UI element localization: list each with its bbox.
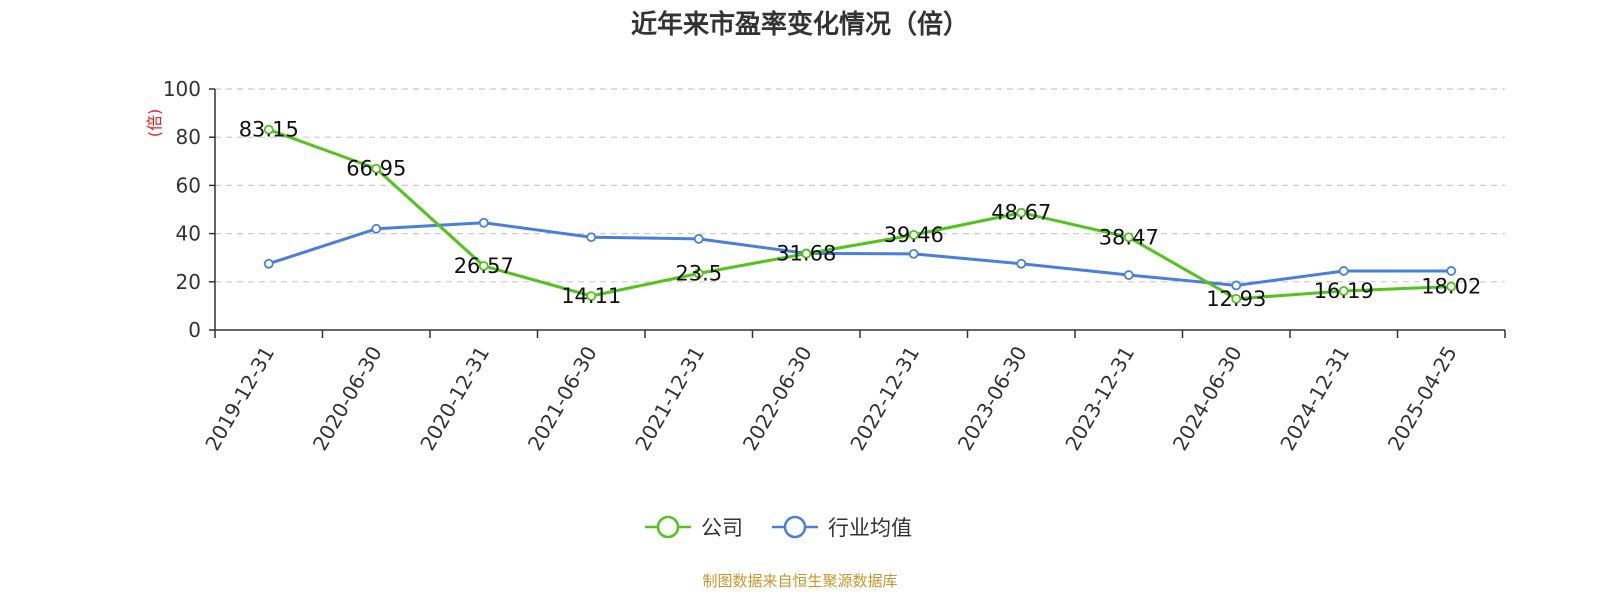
legend-item-industry-average[interactable]: 行业均值 bbox=[772, 515, 912, 540]
x-tick-label: 2019-12-31 bbox=[200, 342, 279, 455]
data-label: 26.57 bbox=[454, 254, 514, 278]
data-point bbox=[1338, 266, 1349, 276]
data-label: 66.95 bbox=[346, 157, 406, 181]
data-label: 39.46 bbox=[884, 223, 944, 247]
x-tick-label: 2020-06-30 bbox=[308, 342, 387, 455]
data-point bbox=[1123, 270, 1134, 280]
legend-label: 公司 bbox=[701, 516, 743, 540]
x-tick-label: 2020-12-31 bbox=[415, 342, 494, 455]
data-label: 38.47 bbox=[1099, 225, 1159, 249]
y-tick-label: 0 bbox=[188, 318, 201, 342]
data-point bbox=[1446, 266, 1457, 276]
data-point bbox=[478, 217, 489, 228]
data-label: 18.02 bbox=[1421, 275, 1481, 299]
legend[interactable]: 公司 行业均值 bbox=[645, 515, 912, 540]
x-tick-label: 2022-12-31 bbox=[845, 342, 924, 455]
source-note: 制图数据来自恒生聚源数据库 bbox=[702, 572, 897, 590]
series-line-industry-average bbox=[268, 221, 1452, 287]
legend-marker bbox=[783, 515, 807, 539]
chart-title: 近年来市盈率变化情况（倍） bbox=[631, 9, 969, 40]
data-label: 48.67 bbox=[991, 201, 1051, 225]
series-group bbox=[263, 124, 1457, 304]
y-tick-label: 100 bbox=[163, 77, 201, 101]
x-tick-label: 2023-12-31 bbox=[1060, 342, 1139, 455]
data-label: 12.93 bbox=[1206, 287, 1266, 311]
data-point bbox=[371, 223, 382, 234]
data-point bbox=[693, 234, 704, 244]
x-tick-label: 2024-06-30 bbox=[1168, 342, 1247, 455]
axes: 0 20 40 60 80 100 2019-12-31 2020-06-30 2020-12-… bbox=[163, 77, 1506, 455]
data-point bbox=[908, 230, 919, 240]
data-point bbox=[1016, 207, 1027, 218]
y-tick-label: 80 bbox=[176, 125, 201, 149]
data-point bbox=[1016, 258, 1027, 269]
data-point bbox=[371, 163, 382, 174]
y-tick-label: 40 bbox=[176, 222, 201, 246]
data-point bbox=[586, 232, 597, 243]
data-point bbox=[1338, 286, 1349, 296]
x-tick-label: 2022-06-30 bbox=[738, 342, 817, 455]
grid-lines bbox=[215, 88, 1505, 283]
data-point bbox=[263, 124, 274, 135]
data-point bbox=[908, 248, 919, 259]
data-point bbox=[1446, 281, 1457, 292]
legend-item-company[interactable]: 公司 bbox=[645, 515, 743, 540]
data-point bbox=[1231, 280, 1242, 291]
data-point bbox=[801, 248, 812, 259]
data-label: 16.19 bbox=[1314, 279, 1374, 303]
y-tick-label: 60 bbox=[176, 173, 201, 197]
data-point bbox=[693, 268, 704, 279]
data-label: 23.5 bbox=[675, 261, 722, 285]
data-point bbox=[478, 261, 489, 271]
x-tick-label: 2021-12-31 bbox=[630, 342, 709, 455]
x-tick-label: 2021-06-30 bbox=[523, 342, 602, 455]
x-tick-label: 2023-06-30 bbox=[953, 342, 1032, 455]
y-tick-label: 20 bbox=[176, 270, 201, 294]
y-axis-unit-label: (倍) bbox=[145, 109, 164, 138]
data-label: 31.68 bbox=[776, 242, 836, 266]
legend-marker bbox=[656, 515, 680, 539]
x-tick-label: 2025-04-25 bbox=[1383, 342, 1462, 455]
data-point bbox=[1123, 232, 1134, 243]
data-point bbox=[1231, 293, 1242, 304]
x-tick-label: 2024-12-31 bbox=[1275, 342, 1354, 455]
data-point bbox=[586, 291, 597, 301]
series-line-company bbox=[268, 128, 1452, 301]
data-labels: 83.15 66.95 26.57 14.11 23.5 31.68 39.46 48.67 3… bbox=[239, 118, 1482, 311]
data-label: 14.11 bbox=[561, 284, 621, 308]
data-label: 83.15 bbox=[239, 118, 299, 142]
data-point bbox=[263, 258, 274, 269]
legend-label: 行业均值 bbox=[828, 516, 912, 540]
